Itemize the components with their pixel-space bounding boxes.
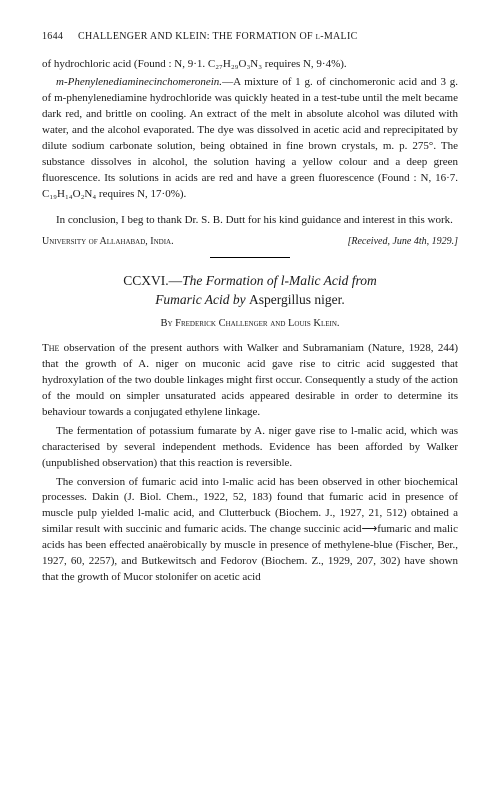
- page-header: 1644 CHALLENGER AND KLEIN: THE FORMATION…: [42, 30, 458, 45]
- body-paragraph-1: The observation of the present authors w…: [42, 341, 458, 421]
- author-1: Frederick Challenger: [175, 318, 267, 329]
- affiliation-row: University of Allahabad, India. [Receive…: [42, 235, 458, 250]
- authors-line: By Frederick Challenger and Louis Klein.: [42, 316, 458, 331]
- dropcap-word: The: [42, 342, 59, 354]
- body-paragraph-3: The conversion of fumaric acid into l-ma…: [42, 475, 458, 587]
- section-divider: [210, 257, 290, 258]
- page-number: 1644: [42, 31, 63, 42]
- article-title: CCXVI.—The Formation of l-Malic Acid fro…: [42, 272, 458, 308]
- running-head: CHALLENGER AND KLEIN: THE FORMATION OF l…: [78, 31, 358, 42]
- compound-name: m-Phenylenediaminecinchomeronein.: [56, 76, 222, 88]
- continuation-paragraph: of hydrochloric acid (Found : N, 9·1. C₂…: [42, 57, 458, 73]
- affiliation: University of Allahabad, India.: [42, 235, 174, 250]
- received-date: [Received, June 4th, 1929.]: [347, 235, 458, 250]
- p1-body: observation of the present authors with …: [42, 342, 458, 418]
- title-line2-pre: Fumaric Acid by: [155, 292, 249, 307]
- title-species: Aspergillus niger.: [249, 292, 345, 307]
- author-2: Louis Klein.: [288, 318, 340, 329]
- body-paragraph-2: The fermentation of potassium fumarate b…: [42, 424, 458, 472]
- article-number: CCXVI.—: [123, 273, 182, 288]
- compound-body: —A mixture of 1 g. of cinchomeronic acid…: [42, 76, 458, 200]
- and-label: and: [268, 318, 288, 329]
- acknowledgement: In conclusion, I beg to thank Dr. S. B. …: [42, 213, 458, 229]
- by-label: By: [160, 318, 175, 329]
- compound-paragraph: m-Phenylenediaminecinchomeronein.—A mixt…: [42, 75, 458, 203]
- title-line1: The Formation of l-Malic Acid from: [182, 273, 377, 288]
